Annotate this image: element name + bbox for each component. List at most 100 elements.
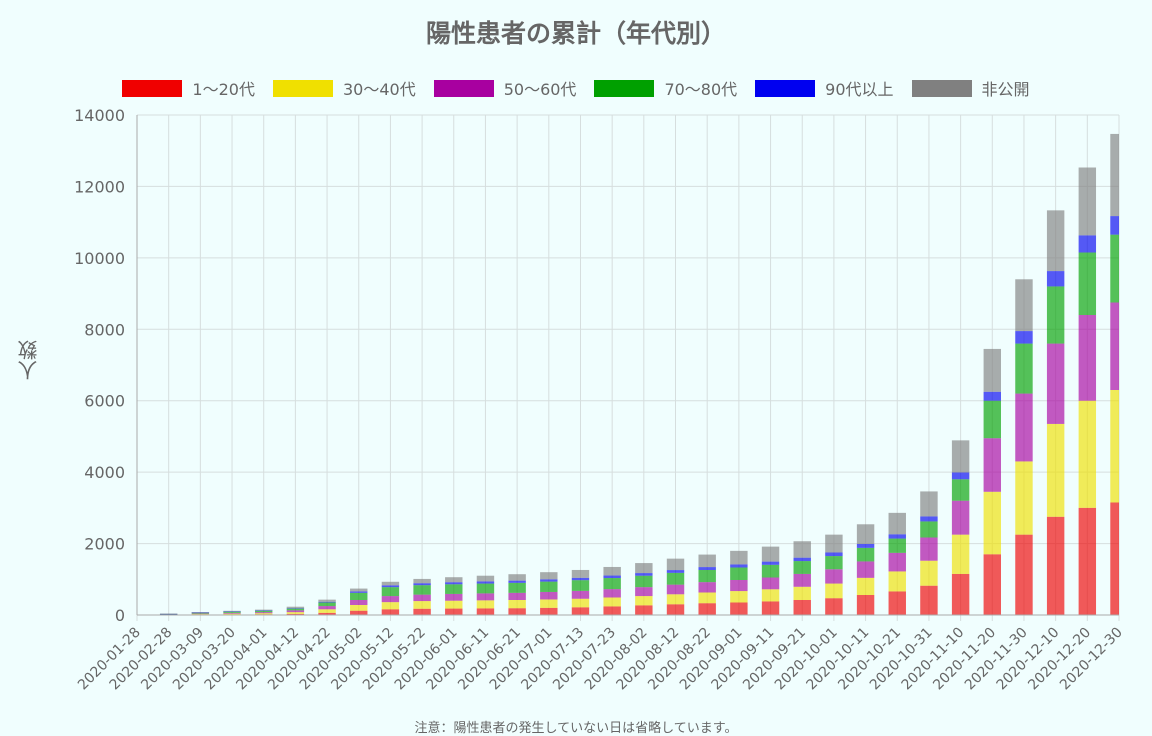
- bar-segment: [571, 580, 590, 591]
- bar-segment: [761, 564, 780, 578]
- legend-item[interactable]: 1～20代: [122, 76, 255, 100]
- bar-segment: [730, 567, 748, 580]
- bar-segment: [1046, 210, 1065, 272]
- legend-item[interactable]: 70～80代: [594, 76, 737, 100]
- bar-segment: [286, 606, 305, 609]
- bar-segment: [445, 584, 463, 594]
- bar-segment: [761, 561, 780, 565]
- legend-swatch: [755, 79, 816, 97]
- bar-segment: [223, 613, 241, 615]
- bar-segment: [223, 611, 241, 612]
- bar-segment: [793, 541, 811, 558]
- bar-segment: [191, 612, 210, 613]
- bar-segment: [350, 610, 368, 615]
- bar-segment: [951, 573, 970, 615]
- bar-segment: [793, 561, 811, 574]
- bar-segment: [1110, 390, 1119, 503]
- bar-segment: [381, 581, 400, 586]
- bar-segment: [761, 589, 780, 602]
- y-tick-label: 2000: [84, 535, 125, 554]
- legend-swatch: [272, 79, 333, 97]
- bar-segment: [508, 574, 526, 581]
- bar-segment: [571, 607, 590, 615]
- bar-segment: [413, 578, 431, 584]
- legend-item[interactable]: 非公開: [911, 76, 1030, 100]
- bar-segment: [413, 608, 431, 615]
- bar-segment: [888, 534, 906, 539]
- bar-segment: [286, 608, 305, 609]
- bar-segment: [318, 612, 336, 615]
- bar-segment: [476, 583, 495, 594]
- bar-segment: [1078, 167, 1097, 236]
- bar-segment: [666, 570, 685, 573]
- bar-segment: [223, 612, 241, 614]
- bar-segment: [825, 556, 843, 570]
- bar-segment: [1110, 216, 1119, 235]
- bar-segment: [920, 521, 938, 538]
- bar-segment: [825, 598, 843, 615]
- bar-segment: [635, 575, 653, 588]
- bar-segment: [825, 583, 843, 599]
- bar-segment: [413, 585, 431, 595]
- bar-segment: [318, 599, 336, 602]
- bar-segment: [254, 609, 273, 611]
- bar-segment: [476, 581, 495, 584]
- bar-segment: [888, 538, 906, 553]
- legend-item[interactable]: 90代以上: [755, 76, 894, 100]
- bar-segment: [920, 516, 938, 522]
- bar-segment: [951, 440, 970, 473]
- bar-segment: [730, 550, 748, 565]
- bar-segment: [318, 602, 336, 607]
- bar-segment: [350, 592, 368, 600]
- bar-segment: [888, 552, 906, 572]
- bar-segment: [951, 500, 970, 535]
- bar-segment: [603, 589, 621, 598]
- bar-segment: [540, 572, 558, 580]
- bar-segment: [920, 560, 938, 586]
- legend-swatch: [433, 79, 494, 97]
- bar-segment: [920, 585, 938, 615]
- legend-item[interactable]: 30～40代: [272, 76, 416, 100]
- bar-segment: [1110, 234, 1119, 303]
- bar-segment: [445, 608, 463, 615]
- bar-segment: [1046, 343, 1065, 424]
- y-tick-label: 14000: [74, 106, 125, 125]
- legend-swatch: [911, 79, 972, 97]
- legend-item[interactable]: 50～60代: [433, 76, 576, 100]
- bar-segment: [381, 587, 400, 597]
- bar-segment: [1078, 400, 1097, 508]
- bar-segment: [635, 573, 653, 576]
- legend-swatch: [594, 79, 655, 97]
- bar-segment: [286, 610, 305, 613]
- bar-segment: [1015, 461, 1033, 535]
- bar-segment: [191, 614, 210, 615]
- bar-segment: [983, 348, 1002, 392]
- bar-segment: [413, 583, 431, 586]
- bar-segment: [318, 606, 336, 610]
- bar-segment: [603, 597, 621, 607]
- bar-segment: [1046, 286, 1065, 344]
- legend-swatch: [122, 79, 183, 97]
- bar-segment: [666, 584, 685, 595]
- chart-legend: 1～20代 30～40代 50～60代 70～80代 90代以上 非公開: [0, 76, 1152, 100]
- bar-segment: [983, 438, 1002, 492]
- bar-segment: [730, 602, 748, 615]
- bar-segment: [286, 608, 305, 611]
- bar-segment: [856, 524, 875, 544]
- bar-segment: [698, 570, 716, 583]
- bar-segment: [191, 612, 210, 614]
- bar-segment: [318, 601, 336, 603]
- bar-segment: [793, 586, 811, 600]
- bar-segment: [540, 607, 558, 615]
- bar-segment: [793, 573, 811, 587]
- y-tick-label: 8000: [84, 320, 125, 339]
- bar-segment: [793, 557, 811, 562]
- bar-segment: [698, 554, 716, 568]
- bar-segment: [856, 543, 875, 548]
- bar-segment: [381, 602, 400, 610]
- bar-segment: [571, 569, 590, 578]
- bar-segment: [508, 600, 526, 609]
- bar-segment: [350, 591, 368, 593]
- bar-segment: [476, 593, 495, 601]
